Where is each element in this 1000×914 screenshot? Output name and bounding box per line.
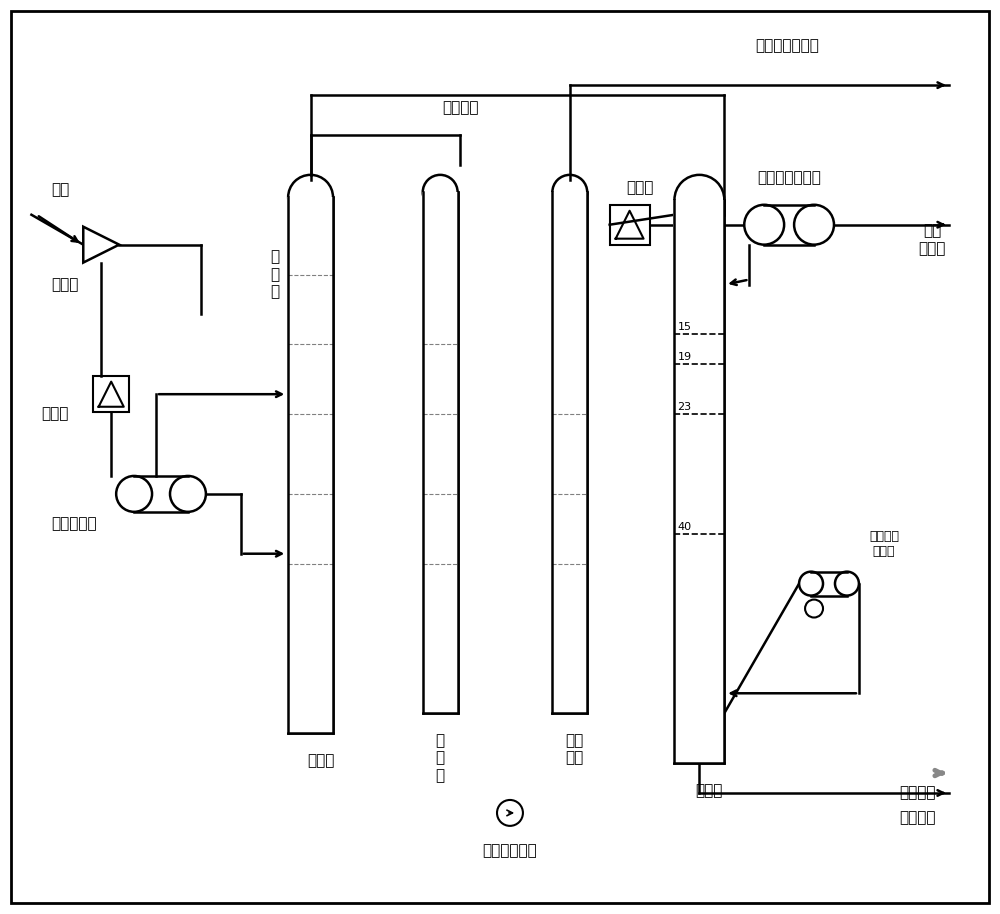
Bar: [287, 197, 334, 733]
Text: 稳定塔顶回流罐: 稳定塔顶回流罐: [757, 170, 821, 185]
Bar: [764, 205, 814, 245]
Circle shape: [805, 600, 823, 618]
Text: 23: 23: [677, 402, 692, 412]
Bar: [674, 200, 724, 763]
Text: 粗
汽
油: 粗 汽 油: [271, 250, 280, 300]
Bar: [93, 377, 129, 412]
Ellipse shape: [744, 205, 784, 245]
Bar: [288, 197, 333, 733]
Polygon shape: [83, 227, 119, 262]
Ellipse shape: [552, 175, 587, 209]
Text: 15: 15: [677, 323, 691, 333]
Text: 40: 40: [677, 522, 692, 532]
Ellipse shape: [799, 571, 823, 596]
Text: 富吸收油: 富吸收油: [899, 785, 935, 801]
Text: 吸收塔: 吸收塔: [307, 753, 334, 768]
Text: 液化
石油气: 液化 石油气: [919, 223, 946, 256]
Bar: [673, 200, 725, 763]
Bar: [423, 192, 458, 713]
Text: 冷却器: 冷却器: [41, 407, 69, 421]
Bar: [551, 192, 588, 713]
Circle shape: [497, 800, 523, 826]
Text: 再吸
收塔: 再吸 收塔: [566, 733, 584, 766]
Text: 气压机: 气压机: [51, 277, 79, 292]
Text: 冷却器: 冷却器: [626, 180, 653, 195]
Text: 稳定汽油: 稳定汽油: [899, 811, 935, 825]
Text: 油气分离器: 油气分离器: [51, 516, 97, 531]
Ellipse shape: [674, 175, 724, 225]
Ellipse shape: [288, 175, 333, 219]
Ellipse shape: [794, 205, 834, 245]
Bar: [422, 192, 459, 713]
Bar: [610, 205, 650, 245]
Text: 富气: 富气: [51, 182, 70, 197]
Ellipse shape: [116, 476, 152, 512]
Text: 解
析
塔: 解 析 塔: [436, 733, 445, 783]
Text: 干气至产品精制: 干气至产品精制: [755, 37, 819, 53]
Text: 稳定塔底
重沸器: 稳定塔底 重沸器: [869, 530, 899, 558]
Bar: [134, 476, 188, 512]
Bar: [552, 192, 587, 713]
Bar: [811, 571, 847, 596]
Ellipse shape: [835, 571, 859, 596]
Text: 19: 19: [677, 352, 692, 362]
Ellipse shape: [423, 175, 458, 209]
Text: 贫吸收油: 贫吸收油: [442, 100, 478, 115]
Text: 稳定塔: 稳定塔: [696, 783, 723, 798]
Ellipse shape: [170, 476, 206, 512]
Text: 稳定塔进料泵: 稳定塔进料泵: [483, 843, 537, 858]
